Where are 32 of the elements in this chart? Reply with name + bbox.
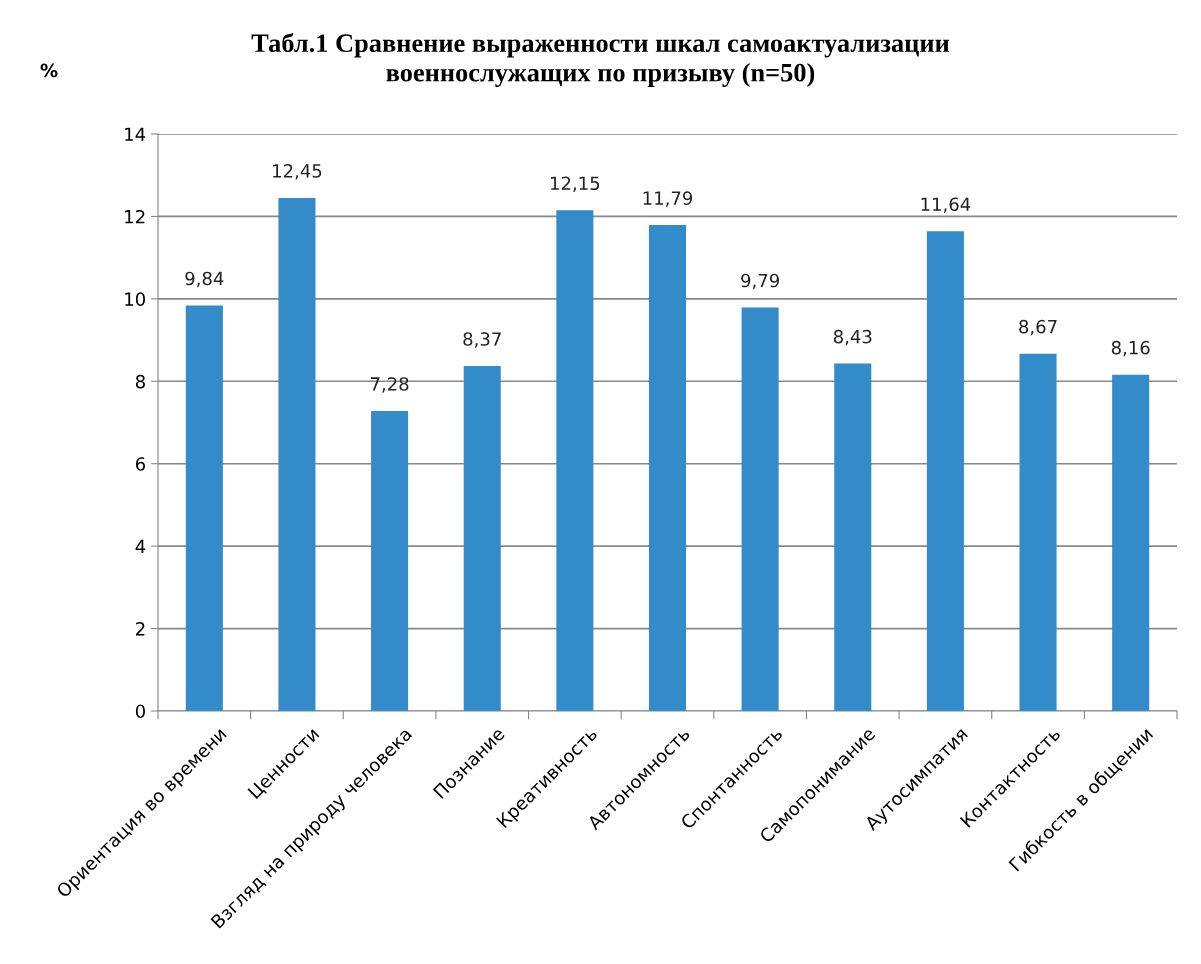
- bar: [371, 410, 409, 711]
- data-label: 11,79: [643, 191, 693, 207]
- chart-title: Табл.1 Сравнение выраженности шкал самоактуализации военнослужащих по призыву (n=50): [251, 32, 950, 88]
- bar: [556, 210, 594, 711]
- bar: [834, 363, 872, 711]
- data-label: 12,45: [273, 164, 322, 180]
- y-tick-label: 0: [135, 704, 145, 719]
- bar: [1112, 374, 1150, 711]
- bar: [463, 366, 501, 711]
- bar: [1019, 353, 1057, 711]
- data-label: 9,79: [741, 273, 779, 290]
- data-label: 8,43: [833, 329, 872, 346]
- bar: [185, 305, 223, 711]
- data-label: 8,16: [1111, 340, 1150, 357]
- data-label: 11,64: [921, 197, 971, 213]
- data-label: 8,67: [1019, 319, 1057, 336]
- y-tick-label: 8: [135, 374, 145, 389]
- y-tick-label: 12: [125, 209, 145, 224]
- data-label: 7,28: [370, 377, 409, 393]
- bar: [648, 225, 687, 711]
- data-label: 12,15: [551, 176, 600, 192]
- y-tick-label: 2: [136, 622, 145, 636]
- bar: [278, 197, 316, 711]
- y-axis-title: %: [40, 63, 58, 78]
- bar: [926, 231, 964, 711]
- y-tick-label: 10: [125, 292, 145, 306]
- y-tick-label: 14: [125, 127, 146, 141]
- data-label: 9,84: [185, 271, 224, 288]
- data-label: 8,37: [463, 332, 501, 348]
- bar: [741, 307, 779, 711]
- y-tick-label: 4: [135, 539, 146, 553]
- y-tick-label: 6: [135, 457, 146, 471]
